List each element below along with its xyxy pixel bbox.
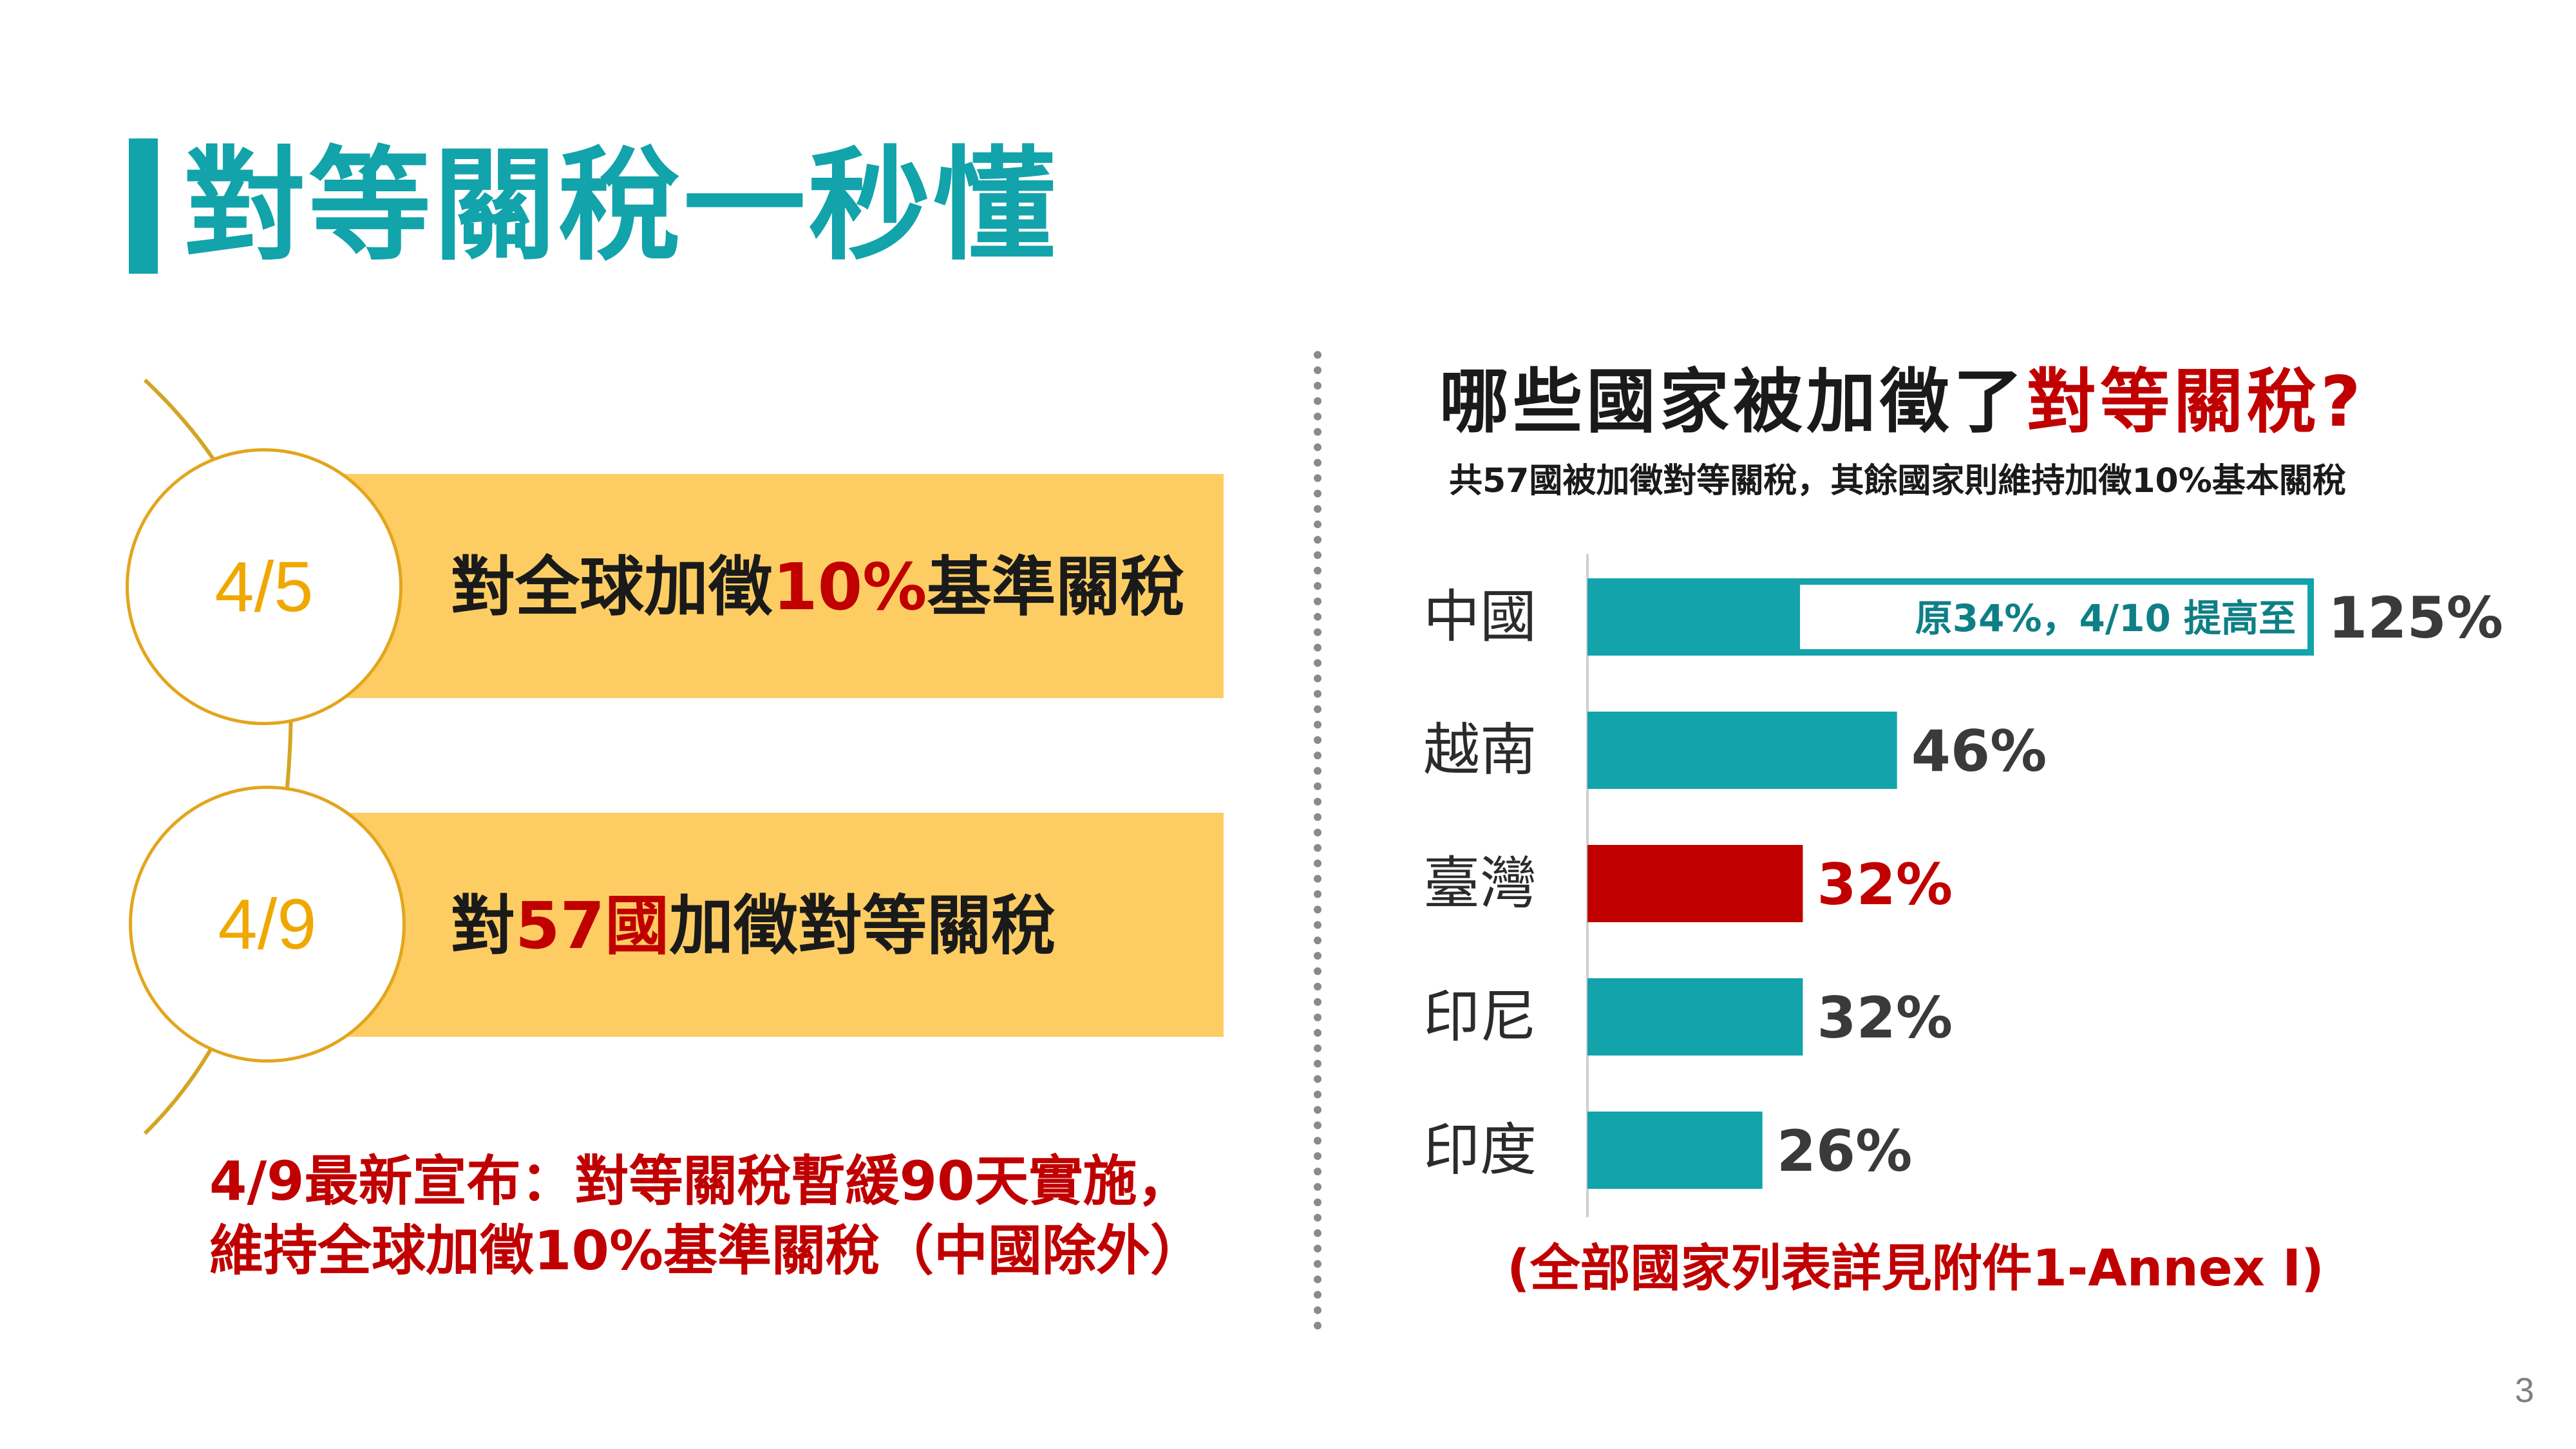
dotted-divider — [1314, 351, 1321, 1330]
category-label-1: 越南 — [1423, 717, 1537, 783]
value-label-1: 46% — [1911, 718, 2047, 784]
bar-0-annotation: 原34%，4/10 提高至 — [1915, 596, 2296, 640]
bar-3 — [1587, 978, 1803, 1056]
timeline-text-1: 對全球加徵10%基準關稅 — [451, 549, 1184, 626]
chart-subtitle: 共57國被加徵對等關稅，其餘國家則維持加徵10%基本關稅 — [1449, 462, 2346, 500]
timeline-text-2-pre: 對 — [451, 888, 515, 963]
bar-1 — [1587, 712, 1897, 789]
annex-footnote: (全部國家列表詳見附件1-Annex I) — [1507, 1240, 2324, 1298]
title-accent-bar — [129, 138, 158, 274]
value-label-3: 32% — [1817, 985, 1953, 1051]
value-label-2: 32% — [1817, 851, 1953, 918]
value-label-0: 125% — [2328, 585, 2503, 651]
chart-title-pre: 哪些國家被加徵了 — [1439, 362, 2027, 442]
timeline-text-2: 對57國加徵對等關稅 — [451, 887, 1056, 965]
latest-announcement-note: 4/9最新宣布：對等關稅暫緩90天實施， 維持全球加徵10%基準關稅（中國除外） — [209, 1146, 1204, 1285]
bar-4 — [1587, 1112, 1763, 1189]
value-label-4: 26% — [1777, 1118, 1913, 1184]
timeline-text-2-post: 加徵對等關稅 — [669, 888, 1056, 963]
timeline-text-2-highlight: 57國 — [515, 888, 670, 963]
timeline-date-1: 4/5 — [214, 547, 314, 627]
category-label-2: 臺灣 — [1423, 850, 1537, 916]
timeline-banner-1 — [335, 474, 1224, 698]
timeline-text-1-post: 基準關稅 — [927, 549, 1185, 625]
chart-title: 哪些國家被加徵了對等關稅? — [1439, 361, 2365, 444]
page-title: 對等關稅一秒懂 — [184, 135, 1059, 277]
bar-0-break-inset — [1800, 585, 2307, 649]
timeline-banner-2 — [335, 813, 1224, 1037]
note-line-2: 維持全球加徵10%基準關稅（中國除外） — [209, 1219, 1205, 1282]
bar-2 — [1587, 845, 1803, 922]
timeline-date-circle-1: 4/5 — [126, 448, 402, 725]
note-line-1: 4/9最新宣布：對等關稅暫緩90天實施， — [209, 1150, 1191, 1213]
page-number: 3 — [2515, 1371, 2535, 1410]
category-label-3: 印尼 — [1423, 983, 1537, 1050]
chart-title-highlight: 對等關稅? — [2027, 362, 2365, 442]
timeline-text-1-pre: 對全球加徵 — [451, 549, 773, 625]
category-label-0: 中國 — [1423, 583, 1537, 650]
timeline-date-circle-2: 4/9 — [129, 786, 406, 1063]
timeline-text-1-highlight: 10% — [773, 549, 927, 625]
timeline-date-2: 4/9 — [218, 884, 317, 964]
category-label-4: 印度 — [1423, 1117, 1537, 1183]
